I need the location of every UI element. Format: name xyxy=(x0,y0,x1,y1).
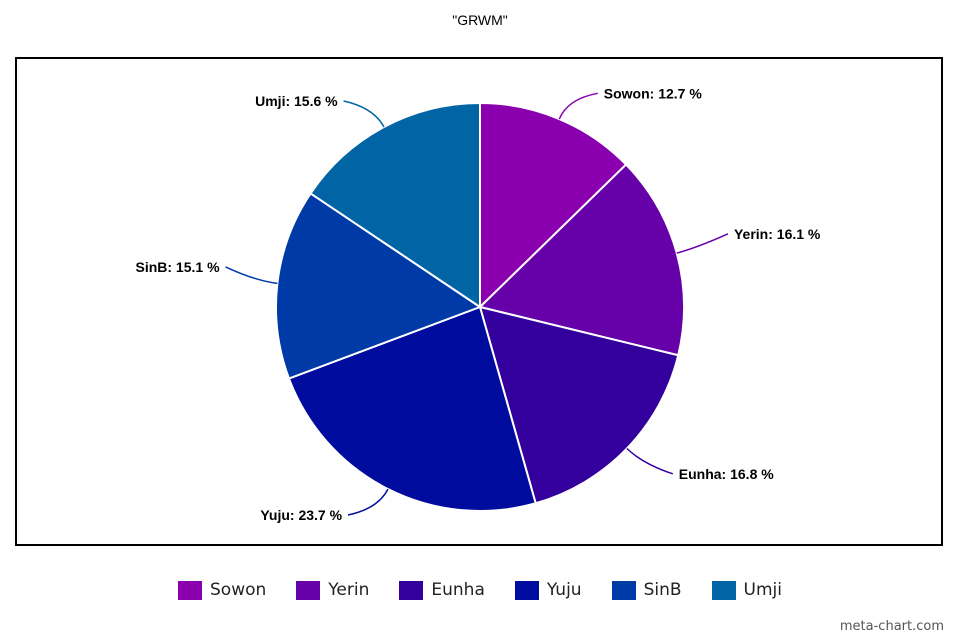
leader-line-eunha xyxy=(626,447,674,475)
leader-line-yerin xyxy=(676,233,729,254)
legend-item-yerin: Yerin xyxy=(296,580,369,600)
watermark: meta-chart.com xyxy=(839,619,944,634)
legend-item-eunha: Eunha xyxy=(399,580,485,600)
chart-title: "GRWM" xyxy=(452,12,508,28)
legend: Sowon Yerin Eunha Yuju SinB Umji xyxy=(0,578,960,602)
legend-label-umji: Umji xyxy=(743,580,782,600)
legend-label-sinb: SinB xyxy=(643,580,682,600)
legend-label-sowon: Sowon xyxy=(210,580,267,600)
legend-item-yuju: Yuju xyxy=(514,580,582,600)
legend-swatch-umji xyxy=(711,580,736,600)
legend-label-eunha: Eunha xyxy=(431,580,485,600)
data-label-umji: Umji: 15.6 % xyxy=(255,93,338,109)
data-label-yerin: Yerin: 16.1 % xyxy=(734,226,821,242)
legend-swatch-yuju xyxy=(514,580,539,600)
leader-line-yuju xyxy=(347,488,389,516)
pie-slice-umji xyxy=(309,101,481,309)
data-label-sinb: SinB: 15.1 % xyxy=(135,259,220,275)
leader-line-sowon xyxy=(558,92,598,120)
leader-line-umji xyxy=(343,100,385,128)
plot-frame xyxy=(15,57,943,546)
legend-item-umji: Umji xyxy=(711,580,782,600)
legend-swatch-sowon xyxy=(178,580,203,600)
data-label-eunha: Eunha: 16.8 % xyxy=(679,466,774,482)
legend-label-yuju: Yuju xyxy=(546,580,582,600)
data-label-yuju: Yuju: 23.7 % xyxy=(260,507,342,523)
pie-slice-eunha xyxy=(478,305,680,505)
legend-swatch-yerin xyxy=(296,580,321,600)
data-label-sowon: Sowon: 12.7 % xyxy=(604,85,703,101)
legend-swatch-eunha xyxy=(399,580,424,600)
legend-item-sowon: Sowon xyxy=(178,580,266,600)
legend-swatch-sinb xyxy=(611,580,636,600)
leader-line-sinb xyxy=(225,266,278,285)
pie-slice-sinb xyxy=(275,192,483,380)
legend-label-yerin: Yerin xyxy=(328,580,370,600)
legend-item-sinb: SinB xyxy=(611,580,682,600)
